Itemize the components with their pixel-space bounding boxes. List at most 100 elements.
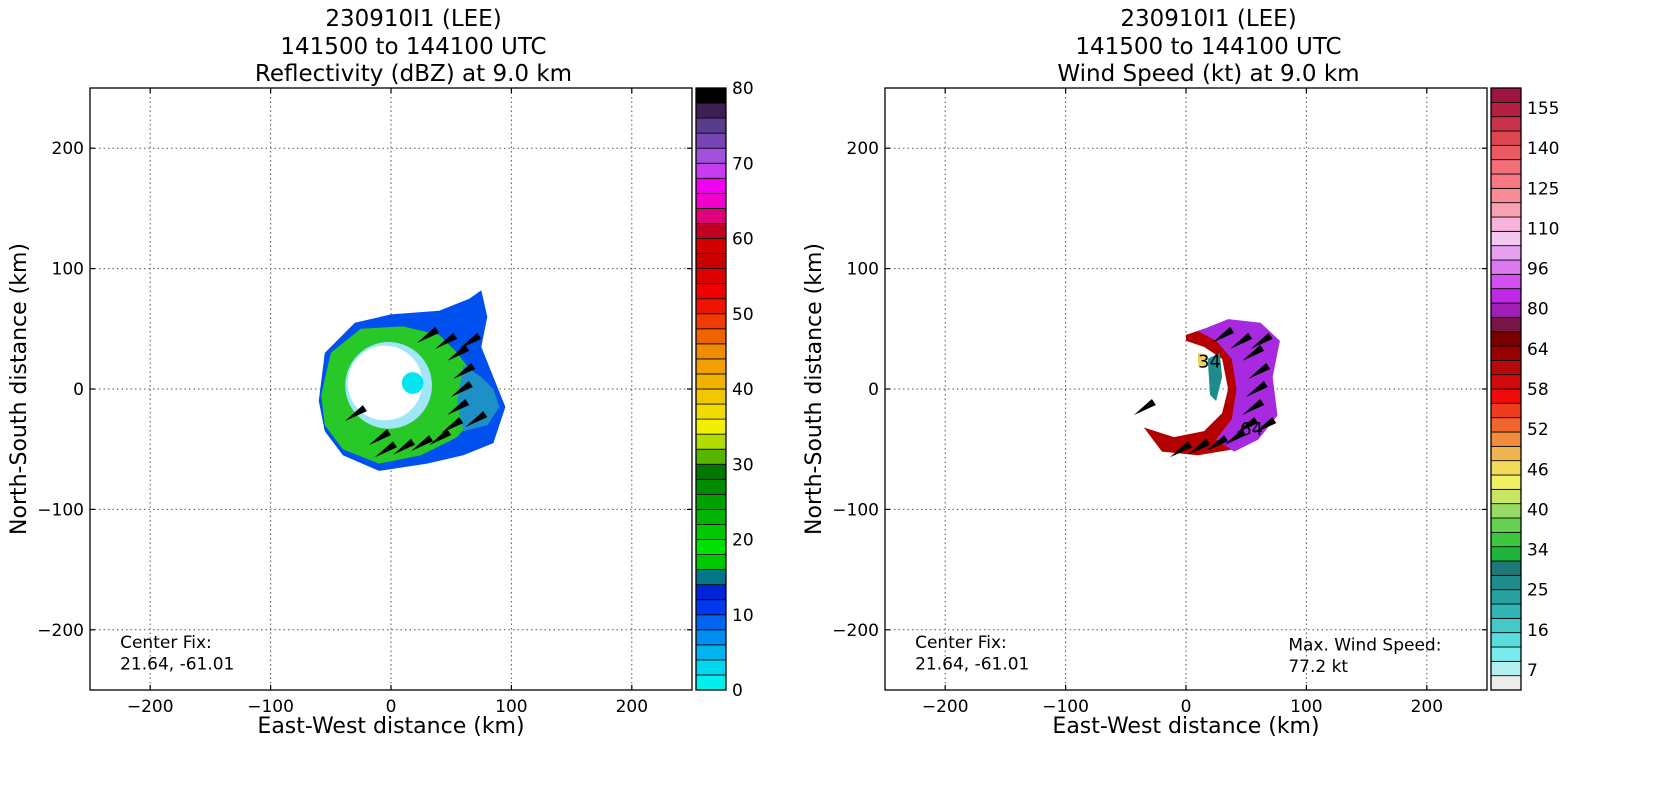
wind-barb: [374, 441, 397, 458]
colorbar-segment: [1490, 202, 1522, 218]
y-tick-label: 0: [868, 380, 879, 400]
wind-barb: [1254, 417, 1277, 434]
colorbar-frame: [695, 87, 727, 691]
colorbar-segment: [1490, 345, 1522, 361]
wind-barb: [429, 429, 452, 446]
colorbar-segment: [1490, 460, 1522, 476]
wind-barb: [417, 326, 440, 343]
colorbar-segment: [695, 493, 727, 510]
wind-speed-plot: 34 64 −200 −100 0 100 200 −200 −100 0 100 200 East-W…: [802, 87, 1559, 739]
colorbar-segment: [695, 463, 727, 480]
windspeed-teal-patch: [1207, 352, 1223, 402]
colorbar-segment: [1490, 216, 1522, 232]
reflectivity-teal-patch: [457, 364, 500, 432]
x-axis-label: East-West distance (km): [257, 714, 524, 739]
colorbar-segment: [1490, 230, 1522, 247]
x-tick-label: −100: [247, 697, 294, 717]
colorbar-segment: [695, 614, 727, 631]
title-line-1: 230910I1 (LEE): [325, 6, 502, 32]
wind-barb: [1169, 441, 1192, 458]
colorbar-segment: [695, 448, 727, 465]
title-line-1: 230910I1 (LEE): [1120, 6, 1297, 32]
wind-barb: [1212, 326, 1235, 343]
colorbar-segment: [1490, 431, 1522, 447]
y-axis-label: North-South distance (km): [802, 243, 827, 535]
colorbar-segment: [695, 539, 727, 555]
colorbar-tick-label: 50: [732, 305, 754, 325]
colorbar-tick-label: 7: [1527, 661, 1538, 681]
colorbar-segment: [1490, 259, 1522, 275]
y-tick-label: 100: [52, 260, 84, 280]
colorbar-tick-label: 40: [732, 380, 754, 400]
colorbar-segment: [1490, 445, 1522, 462]
colorbar-tick-label: 110: [1527, 219, 1559, 239]
colorbar-segment: [695, 102, 727, 119]
colorbar-segment: [1490, 675, 1522, 691]
colorbar-segment: [1490, 302, 1522, 318]
wind-barb: [453, 362, 476, 379]
colorbar-tick-label: 10: [732, 606, 754, 626]
colorbar-segment: [695, 328, 727, 345]
axes: −200 −100 0 100 200 −200 −100 0 100 200 East-West …: [7, 88, 692, 739]
colorbar-segment: [1490, 589, 1522, 605]
colorbar-segment: [1490, 503, 1522, 519]
colorbar-segment: [695, 524, 727, 540]
axes: −200 −100 0 100 200 −200 −100 0 100 200 East-West …: [802, 88, 1487, 739]
colorbar-segment: [1490, 574, 1522, 591]
colorbar-segment: [695, 117, 727, 134]
data-field: [318, 290, 506, 471]
wind-barb: [1242, 399, 1265, 416]
reflectivity-plot: −200 −100 0 100 200−200−1000100200East-West …: [7, 79, 754, 739]
colorbar-segment: [1490, 474, 1522, 490]
x-tick-label: 0: [1181, 697, 1192, 717]
colorbar-tick-label: 40: [1527, 500, 1549, 520]
wind-barb: [459, 332, 482, 349]
colorbar-segment: [695, 87, 727, 104]
colorbar-segment: [695, 223, 727, 239]
contour-label-34: 34: [1198, 351, 1221, 372]
colorbar-tick-label: 70: [732, 154, 754, 174]
wind-barb: [450, 381, 473, 397]
colorbar-segment: [1490, 417, 1522, 433]
x-tick-label: −200: [127, 697, 174, 717]
colorbar-frame: [1490, 87, 1522, 691]
colorbar-segment: [695, 599, 727, 616]
reflectivity-eye-cyan: [401, 372, 424, 394]
chart-title: 230910I1 (LEE) 141500 to 144100 UTC Refl…: [0, 6, 827, 89]
x-tick-label: −100: [1042, 697, 1089, 717]
colorbar-segment: [695, 268, 727, 285]
wind-speed-panel: 230910I1 (LEE) 141500 to 144100 UTC Wind…: [795, 0, 1622, 787]
wind-barb: [1206, 435, 1229, 452]
colorbar-tick-label: 140: [1527, 139, 1559, 159]
data-field: 34 64: [1133, 319, 1280, 458]
wind-barb: [1188, 438, 1211, 455]
colorbar-segment: [1490, 173, 1522, 189]
colorbar-segment: [695, 238, 727, 254]
wind-barb: [1245, 381, 1268, 397]
title-line-2: 141500 to 144100 UTC: [1075, 33, 1342, 60]
colorbar-segment: [1490, 187, 1522, 204]
colorbar-segment: [695, 162, 727, 179]
wind-barb: [344, 405, 367, 422]
colorbar-tick-label: 155: [1527, 99, 1559, 119]
x-tick-label: 200: [616, 697, 648, 717]
colorbar-segment: [1490, 560, 1522, 576]
annotation-text: Max. Wind Speed:: [1288, 635, 1441, 655]
colorbar-segment: [1490, 388, 1522, 404]
colorbar-tick-label: 60: [732, 230, 754, 250]
wind-barb: [1248, 362, 1271, 379]
colorbar-segment: [1490, 603, 1522, 619]
colorbar-segment: [695, 253, 727, 270]
wind-barb: [1133, 399, 1156, 416]
colorbar: 0 10 20 30 40 50 60 70 80: [695, 79, 754, 701]
wind-barb: [441, 417, 464, 434]
colorbar-segment: [695, 147, 727, 164]
wind-barb: [1250, 332, 1273, 349]
colorbar-segment: [1490, 402, 1522, 419]
colorbar-segment: [695, 674, 727, 691]
wind-barb: [393, 438, 416, 455]
colorbar-segment: [695, 478, 727, 495]
y-tick-label: −100: [37, 500, 84, 520]
y-tick-label: −100: [832, 500, 879, 520]
colorbar-segment: [1490, 144, 1522, 161]
